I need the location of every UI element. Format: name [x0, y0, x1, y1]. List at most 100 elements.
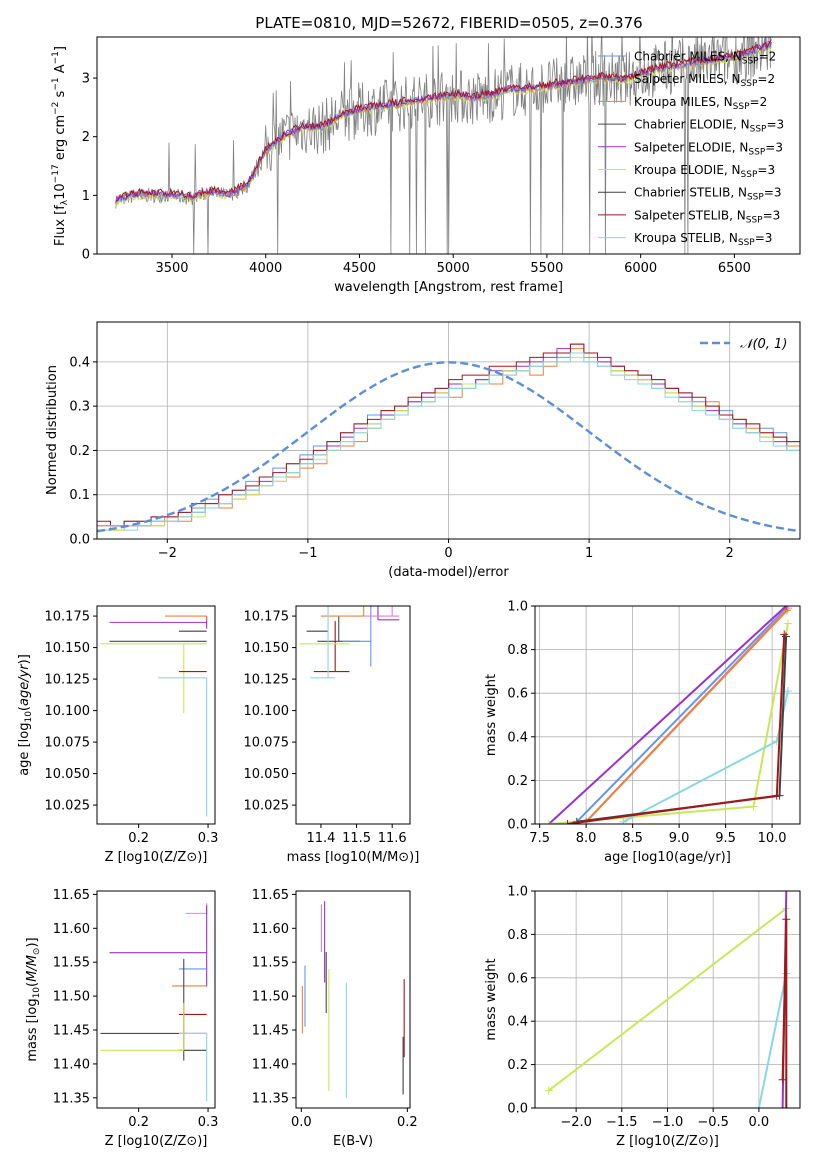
legend-sub: SSP [750, 125, 767, 135]
y-tick-label: 0.8 [507, 643, 528, 658]
plot-area [301, 901, 405, 1098]
y-axis-label-part: Normed distribution [45, 365, 60, 495]
legend-gaussian-label: 𝒩(0, 1) [740, 337, 787, 352]
weight-marker [783, 619, 792, 628]
y-tick-label: 10.125 [244, 673, 290, 688]
x-tick-label: 0.0 [291, 1115, 312, 1130]
legend-tail: =3 [765, 140, 783, 154]
legend-entry: Chabrier MILES, NSSP=2 [634, 50, 776, 67]
y-axis-label-part: 10 [24, 711, 34, 723]
x-tick-label: 0.2 [128, 831, 149, 846]
weight-marker [783, 687, 792, 696]
y-tick-label: 3 [82, 72, 90, 87]
gaussian-curve [97, 361, 800, 533]
weight-marker [754, 1104, 763, 1108]
legend-tail: =3 [757, 163, 775, 177]
x-tick-label: 8.0 [576, 831, 597, 846]
y-tick-label: 1.0 [507, 885, 528, 900]
y-tick-label: 10.100 [45, 704, 91, 719]
data-point [158, 677, 208, 817]
y-axis-label: mass weight [484, 958, 499, 1040]
x-tick-label: 9.5 [715, 831, 736, 846]
legend-entry: Salpeter MILES, NSSP=2 [634, 72, 775, 89]
weight-line [576, 607, 787, 823]
y-tick-label: 10.175 [244, 610, 290, 625]
data-point [100, 1002, 185, 1051]
y-axis-label-part: age [log [17, 723, 32, 776]
y-axis-label-part: Flux [f [53, 205, 68, 246]
plot-area [544, 606, 792, 824]
y-tick-label: 11.65 [53, 888, 90, 903]
weight-marker [544, 1086, 553, 1095]
weight-marker [780, 630, 789, 639]
legend-sub: SSP [733, 102, 750, 112]
model-spectrum-line [115, 39, 772, 203]
chart-weight_vs_Z: −2.0 −1.5 −1.0 −0.5 0.0 0.0 0.2 0.4 0.6 0.8 1.0 Z [… [484, 885, 801, 1149]
x-axis-label: Z [log10(Z/Z⊙)] [105, 1134, 208, 1149]
y-tick-label: 0.6 [507, 687, 528, 702]
x-axis-label: Z [log10(Z/Z⊙)] [616, 1134, 719, 1149]
y-axis-label-part: ] [53, 46, 68, 51]
legend-text: Kroupa STELIB, N [634, 231, 738, 245]
legend-tail: =2 [757, 72, 775, 86]
y-tick-label: 10.100 [244, 704, 290, 719]
weight-marker [563, 820, 572, 824]
legend-sub: SSP [741, 79, 758, 89]
y-axis-label-part: mass weight [484, 958, 499, 1040]
y-tick-label: 10.075 [244, 736, 290, 751]
y-tick-label: 11.40 [252, 1057, 289, 1072]
legend-text: Chabrier MILES, N [634, 50, 742, 64]
y-tick-label: 0.0 [69, 533, 90, 548]
x-tick-label: −0.5 [697, 1115, 729, 1130]
y-tick-label: 11.50 [252, 990, 289, 1005]
legend-sub: SSP [738, 238, 755, 248]
legend-sub: SSP [748, 147, 765, 157]
y-tick-label: 10.125 [45, 673, 91, 688]
legend-tail: =3 [755, 231, 773, 245]
y-axis-label-part: s [53, 90, 68, 101]
data-point [342, 606, 372, 667]
legend-text: Salpeter ELODIE, N [634, 140, 748, 154]
x-tick-label: 11.6 [378, 831, 407, 846]
y-tick-label: 11.55 [252, 956, 289, 971]
legend-text: Kroupa ELODIE, N [634, 163, 741, 177]
y-tick-label: 11.60 [53, 922, 90, 937]
y-tick-label: 10.150 [244, 641, 290, 656]
y-axis-label-part: −17 [51, 164, 61, 183]
chart-age_vs_Z: 0.2 0.3 10.025 10.050 10.075 10.100 10.125 10.1… [17, 605, 218, 865]
legend-entry: Salpeter ELODIE, NSSP=3 [634, 140, 783, 157]
weight-marker [772, 791, 781, 800]
weight-marker [778, 1104, 787, 1108]
y-tick-label: 0.1 [69, 488, 90, 503]
y-axis-label-part: λ [60, 199, 70, 205]
data-point [320, 606, 365, 617]
y-axis-label-part: )] [25, 937, 40, 947]
axes-frame [96, 36, 801, 255]
figure-title: PLATE=0810, MJD=52672, FIBERID=0505, z=0… [255, 14, 642, 32]
y-axis-label: age [log10(age/yr)] [17, 654, 34, 776]
legend-text: Chabrier STELIB, N [634, 186, 747, 200]
y-axis-label-part: ⊙ [32, 948, 42, 956]
legend-sub: SSP [746, 215, 763, 225]
weight-marker [782, 1104, 791, 1108]
y-tick-label: 0.0 [507, 818, 528, 833]
x-tick-label: 10.0 [758, 831, 787, 846]
y-tick-label: 0.6 [507, 971, 528, 986]
y-tick-label: 0.4 [69, 355, 90, 370]
legend-tail: =3 [766, 118, 784, 132]
weight-marker [544, 820, 553, 824]
axes-frame [295, 890, 411, 1109]
y-axis-label: mass [log10(M/M⊙)] [25, 937, 42, 1061]
x-tick-label: 6000 [624, 261, 657, 276]
y-axis-label-part: )] [17, 654, 32, 664]
data-point [100, 958, 207, 1061]
y-tick-label: 10.050 [244, 767, 290, 782]
y-tick-label: 1 [82, 189, 90, 204]
legend-text: Chabrier ELODIE, N [634, 118, 750, 132]
plot-area [115, 37, 774, 254]
data-point [310, 606, 336, 679]
x-tick-label: 5000 [437, 261, 470, 276]
data-point [178, 1032, 208, 1102]
data-point [100, 643, 207, 714]
y-axis-label-part: M/M [25, 955, 40, 982]
